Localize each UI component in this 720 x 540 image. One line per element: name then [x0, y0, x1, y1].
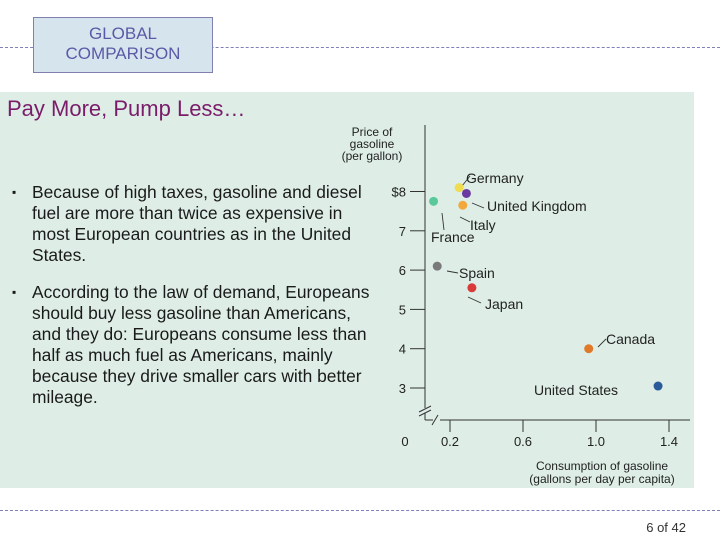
x-tick-label: 1.4	[660, 434, 678, 449]
bottom-dashed-rule	[0, 510, 720, 511]
y-tick-label: 6	[399, 263, 406, 278]
data-point-united-states	[653, 381, 663, 391]
badge-line-1: GLOBAL	[88, 24, 158, 43]
leader-line-united-kingdom	[471, 202, 485, 209]
axis-break-mark	[418, 405, 432, 413]
y-axis-label: gasoline	[350, 137, 395, 151]
leader-line-germany	[461, 175, 471, 187]
x-axis-label: (gallons per day per capita)	[529, 472, 674, 486]
bullet-item: ▪ Because of high taxes, gasoline and di…	[12, 182, 382, 266]
x-tick-label: 0.2	[441, 434, 459, 449]
leader-line-spain	[446, 270, 459, 274]
global-comparison-badge: GLOBAL COMPARISON	[33, 17, 213, 73]
data-point-japan	[467, 283, 477, 293]
slide-title: Pay More, Pump Less…	[7, 96, 246, 121]
bullet-item: ▪ According to the law of demand, Europe…	[12, 282, 382, 408]
leader-line-japan	[467, 296, 482, 304]
badge-line-2: COMPARISON	[65, 44, 181, 63]
top-dashed-rule	[0, 47, 720, 48]
y-tick-label: 7	[399, 224, 406, 239]
y-axis-label: Price of	[352, 125, 393, 139]
x-tick-label: 0.6	[514, 434, 532, 449]
data-point-germany	[454, 183, 464, 193]
page-number: 6 of 42	[646, 520, 686, 535]
y-tick-label: 4	[399, 342, 406, 357]
axis-break-mark	[418, 409, 432, 417]
point-label-united-kingdom: United Kingdom	[487, 198, 587, 214]
y-tick-label: $8	[392, 185, 406, 200]
origin-label: 0	[401, 434, 408, 449]
bullet-text: Because of high taxes, gasoline and dies…	[32, 182, 362, 265]
content-panel	[0, 92, 694, 488]
y-tick-label: 3	[399, 381, 406, 396]
point-label-italy: Italy	[470, 217, 496, 233]
bullet-list: ▪ Because of high taxes, gasoline and di…	[12, 182, 382, 424]
leader-line-france	[441, 212, 445, 231]
point-label-japan: Japan	[485, 296, 523, 312]
bullet-text: According to the law of demand, European…	[32, 282, 370, 407]
data-point-united-kingdom	[461, 188, 471, 198]
data-point-france	[429, 196, 439, 206]
y-tick-label: 5	[399, 302, 406, 317]
leader-line-canada	[597, 338, 607, 348]
point-label-france: France	[431, 229, 475, 245]
x-tick-label: 1.0	[587, 434, 605, 449]
point-label-united-states: United States	[534, 382, 618, 398]
bullet-mark-icon: ▪	[12, 285, 17, 299]
data-point-italy	[458, 200, 468, 210]
x-axis-break-mark	[431, 414, 439, 426]
point-label-germany: Germany	[466, 170, 524, 186]
data-point-spain	[432, 261, 442, 271]
point-label-canada: Canada	[606, 331, 655, 347]
data-point-canada	[584, 344, 594, 354]
bullet-mark-icon: ▪	[12, 185, 17, 199]
y-axis-label: (per gallon)	[342, 149, 403, 163]
x-axis-label: Consumption of gasoline	[536, 459, 668, 473]
leader-line-italy	[459, 216, 471, 223]
point-label-spain: Spain	[459, 265, 495, 281]
